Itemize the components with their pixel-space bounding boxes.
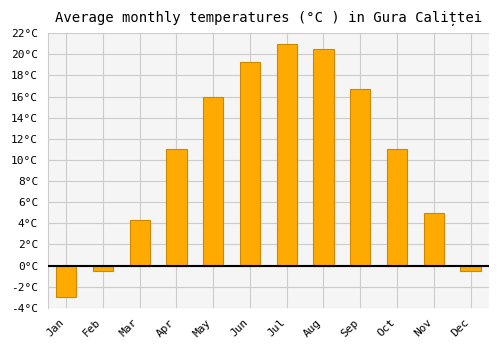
Title: Average monthly temperatures (°C ) in Gura Calițtei: Average monthly temperatures (°C ) in Gu…	[55, 11, 482, 26]
Bar	[93, 266, 113, 271]
Bar	[56, 266, 76, 297]
Bar	[387, 149, 407, 266]
Bar	[314, 49, 334, 266]
Bar	[203, 97, 224, 266]
Bar	[240, 62, 260, 266]
Bar	[460, 266, 480, 271]
Bar	[424, 213, 444, 266]
Bar	[350, 89, 370, 266]
Bar	[276, 44, 297, 266]
Bar	[130, 220, 150, 266]
Bar	[166, 149, 186, 266]
